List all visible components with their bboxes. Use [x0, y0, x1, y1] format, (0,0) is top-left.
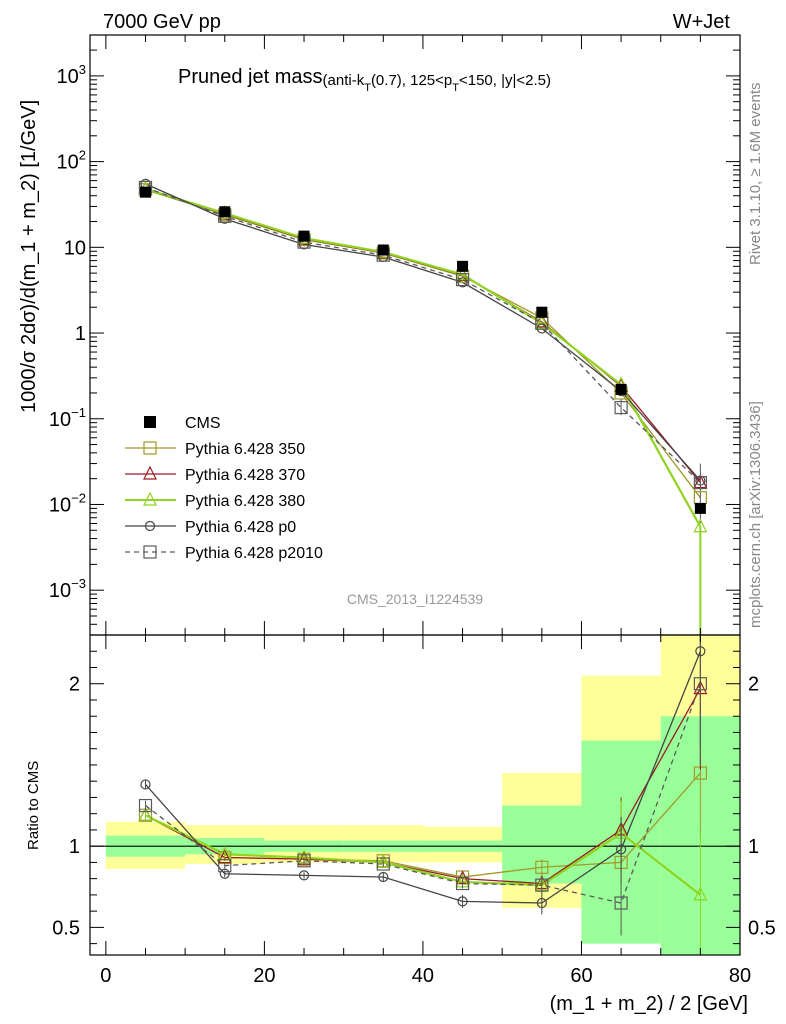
data-point — [693, 677, 707, 691]
ratio-tick-label: 1 — [69, 836, 80, 858]
data-point — [138, 798, 153, 813]
rivet-label: Rivet 3.1.10, ≥ 1.6M events — [747, 83, 764, 266]
legend-marker — [143, 465, 157, 480]
series-line — [145, 188, 701, 483]
data-point — [535, 878, 549, 892]
data-point — [536, 323, 547, 334]
y-tick-label: 10−2 — [49, 490, 86, 516]
data-point — [298, 870, 310, 881]
ratio-series-line — [145, 651, 701, 904]
ratio-tick-label-right: 2 — [748, 674, 759, 696]
data-point — [536, 897, 547, 909]
data-point — [694, 502, 706, 514]
data-point — [297, 850, 311, 865]
y-tick-label: 1 — [75, 323, 86, 345]
legend-label: CMS — [185, 415, 221, 432]
mcplots-label: mcplots.cern.ch [arXiv:1306.3436] — [747, 401, 764, 628]
legend-label: Pythia 6.428 380 — [185, 493, 305, 510]
data-point — [298, 230, 310, 242]
data-point — [457, 260, 469, 272]
legend-label: Pythia 6.428 p2010 — [185, 545, 323, 562]
data-point — [138, 806, 153, 821]
ratio-y-axis-label: Ratio to CMS — [25, 761, 42, 850]
data-point — [455, 273, 470, 287]
chart-title: Pruned jet mass(anti-kT(0.7), 125<pT<150… — [178, 66, 551, 94]
legend-label: Pythia 6.428 p0 — [185, 519, 296, 536]
x-tick-label: 60 — [570, 965, 592, 987]
data-point — [219, 206, 231, 218]
data-point — [297, 854, 311, 868]
x-tick-label: 0 — [100, 965, 111, 987]
ratio-tick-label-right: 0.5 — [748, 917, 776, 939]
ratio-tick-label: 0.5 — [52, 917, 80, 939]
x-tick-label: 40 — [412, 965, 434, 987]
data-point — [376, 857, 390, 871]
data-point — [139, 186, 151, 198]
data-point — [534, 314, 549, 329]
data-point — [614, 400, 628, 415]
ratio-tick-label: 2 — [69, 674, 80, 696]
data-point — [536, 306, 548, 318]
data-point — [693, 474, 708, 489]
data-point — [535, 860, 549, 874]
legend-marker — [144, 416, 156, 428]
series-line — [145, 186, 701, 484]
data-point — [693, 886, 708, 901]
legend-label: Pythia 6.428 370 — [185, 467, 305, 484]
ratio-series-line — [145, 683, 701, 904]
y-tick-label: 102 — [57, 148, 86, 174]
analysis-label: CMS_2013_I1224539 — [347, 591, 483, 607]
y-tick-label: 10−1 — [49, 405, 86, 431]
data-point — [457, 896, 468, 907]
ratio-series-line — [145, 814, 702, 896]
header-right: W+Jet — [673, 11, 731, 33]
legend-marker — [143, 441, 157, 455]
series-line — [145, 183, 701, 482]
data-point — [378, 871, 389, 883]
data-point — [693, 518, 708, 533]
legend-marker — [143, 491, 157, 506]
ratio-tick-label-right: 1 — [748, 836, 759, 858]
x-axis-label: (m_1 + m_2) / 2 [GeV] — [550, 993, 748, 1015]
legend-marker — [144, 520, 156, 532]
ratio-series-line — [145, 688, 701, 885]
legend-marker — [143, 545, 157, 559]
data-point — [218, 859, 232, 873]
data-point — [615, 383, 627, 395]
data-point — [615, 844, 627, 855]
data-point — [614, 896, 628, 910]
legend-label: Pythia 6.428 350 — [185, 441, 305, 458]
y-tick-label: 10 — [64, 237, 86, 259]
data-point — [140, 779, 151, 790]
data-point — [376, 854, 391, 869]
data-point — [693, 475, 707, 490]
series-line — [145, 187, 702, 528]
x-tick-label: 80 — [729, 965, 751, 987]
y-tick-label: 10−3 — [49, 576, 86, 602]
y-tick-label: 103 — [57, 62, 86, 88]
data-point — [219, 868, 230, 879]
data-point — [455, 876, 470, 891]
header-left: 7000 GeV pp — [103, 11, 221, 33]
ratio-frame — [89, 634, 741, 956]
data-point — [377, 244, 389, 256]
data-point — [457, 277, 468, 288]
data-point — [534, 313, 549, 328]
x-tick-label: 20 — [253, 965, 275, 987]
y-axis-label: 1000/σ 2dσ)/d(m_1 + m_2) [1/GeV] — [18, 100, 40, 413]
